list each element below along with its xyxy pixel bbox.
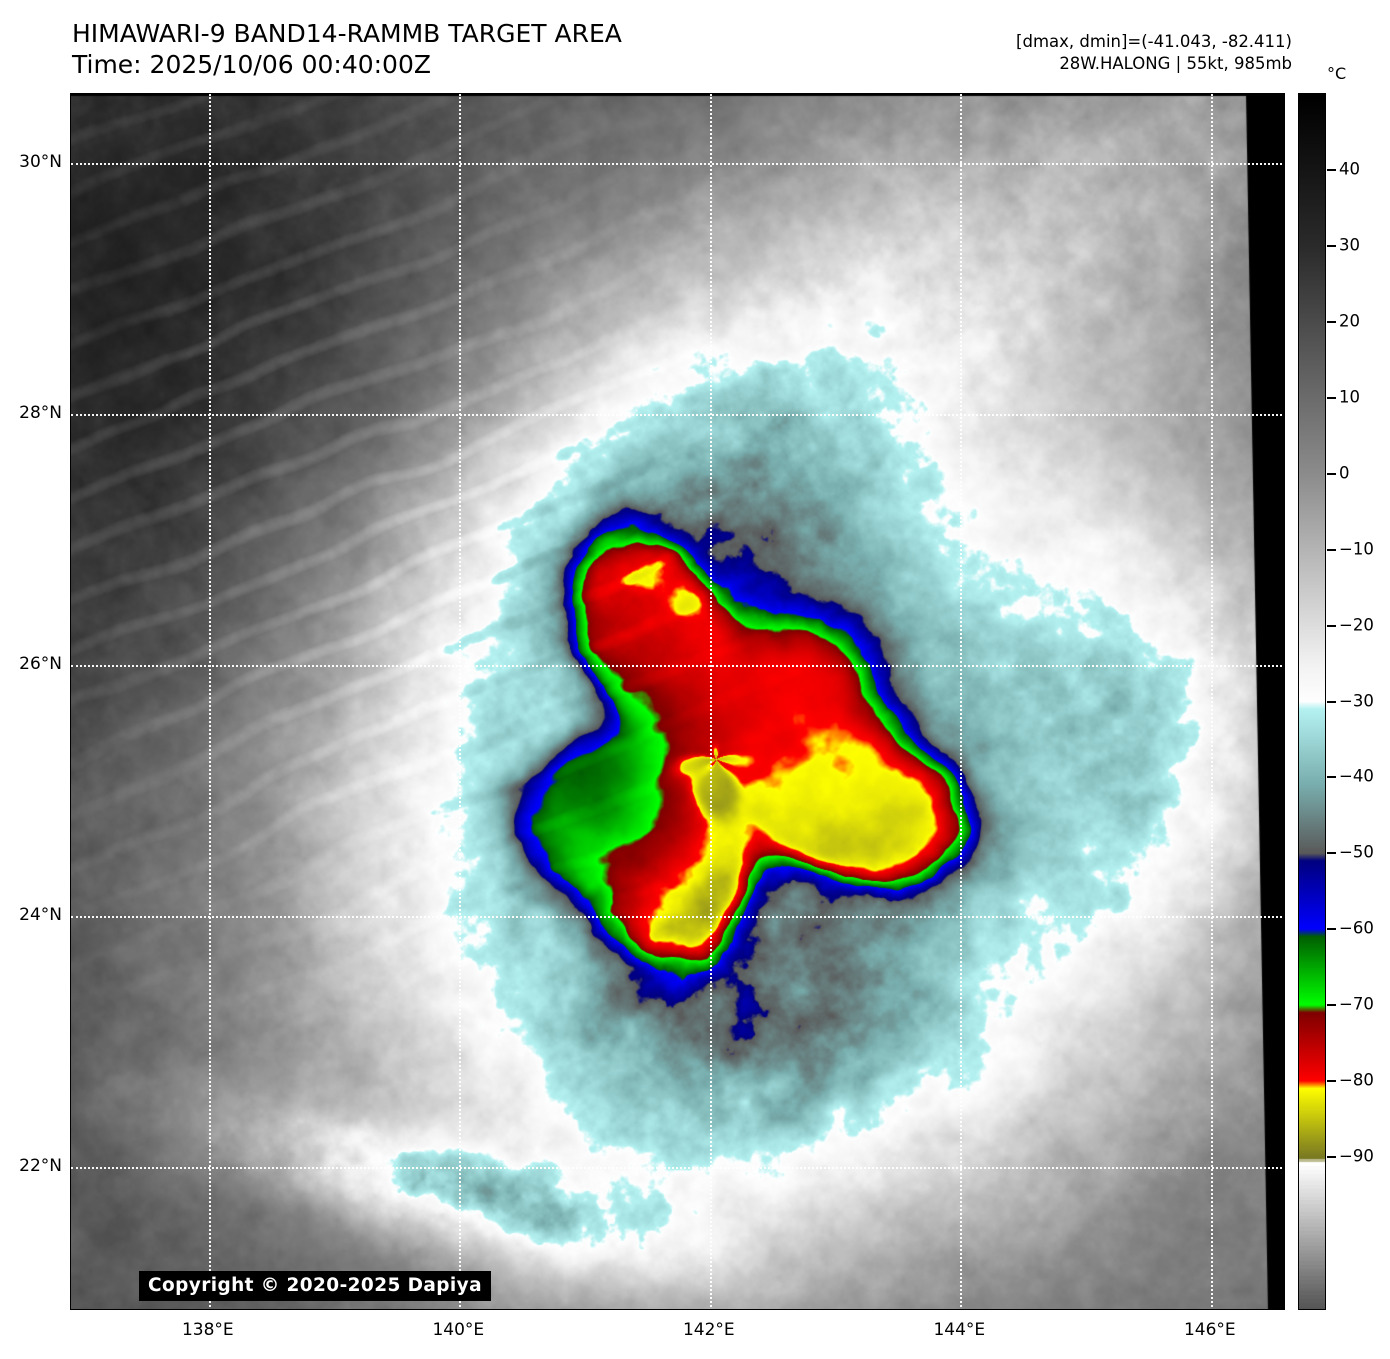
colorbar-tick-label: −20: [1339, 615, 1374, 635]
colorbar-tick: [1327, 700, 1336, 703]
colorbar-unit-label: °C: [1327, 64, 1347, 83]
copyright-watermark: Copyright © 2020-2025 Dapiya: [139, 1271, 491, 1301]
colorbar-tick-label: −40: [1339, 766, 1374, 786]
longitude-tick-label: 142°E: [682, 1320, 735, 1340]
colorbar-tick: [1327, 320, 1336, 323]
colorbar-tick: [1327, 1080, 1336, 1083]
longitude-tick-label: 138°E: [181, 1320, 234, 1340]
storm-info-label: 28W.HALONG | 55kt, 985mb: [1059, 54, 1292, 73]
longitude-tick-label: 146°E: [1183, 1320, 1236, 1340]
satellite-imagery-canvas: [71, 94, 1284, 1309]
colorbar-tick: [1327, 396, 1336, 399]
colorbar-tick: [1327, 244, 1336, 247]
colorbar-tick-label: 0: [1339, 463, 1350, 483]
latitude-tick-label: 26°N: [19, 653, 62, 674]
colorbar-tick: [1327, 624, 1336, 627]
latitude-tick-label: 22°N: [19, 1155, 62, 1176]
satellite-image-plot[interactable]: Copyright © 2020-2025 Dapiya: [70, 93, 1285, 1310]
metadata-block: [dmax, dmin]=(-41.043, -82.411) 28W.HALO…: [1016, 31, 1292, 75]
colorbar-tick-label: −10: [1339, 539, 1374, 559]
temperature-colorbar[interactable]: [1298, 93, 1326, 1310]
colorbar-tick: [1327, 1156, 1336, 1159]
gridline-lon: [208, 94, 211, 1309]
colorbar-tick: [1327, 852, 1336, 855]
colorbar-tick-label: −80: [1339, 1070, 1374, 1090]
gridline-lat: [71, 163, 1284, 165]
colorbar-tick-label: −60: [1339, 918, 1374, 938]
colorbar-gradient: [1299, 94, 1325, 1309]
gridline-lat: [71, 915, 1284, 918]
colorbar-tick-label: −90: [1339, 1146, 1374, 1166]
latitude-tick-label: 24°N: [19, 904, 62, 925]
colorbar-tick-label: 30: [1339, 235, 1360, 255]
colorbar-tick-label: 40: [1339, 159, 1360, 179]
gridline-lat: [71, 413, 1284, 416]
longitude-tick-label: 144°E: [933, 1320, 986, 1340]
colorbar-tick: [1327, 168, 1336, 171]
gridline-lon: [709, 94, 712, 1309]
colorbar-tick-label: −70: [1339, 994, 1374, 1014]
latitude-tick-label: 30°N: [19, 152, 62, 172]
colorbar-tick-label: 20: [1339, 311, 1360, 331]
gridline-lat: [71, 664, 1284, 667]
page-title: HIMAWARI-9 BAND14-RAMMB TARGET AREA: [72, 19, 622, 48]
gridline-lon: [1210, 94, 1213, 1309]
colorbar-tick: [1327, 928, 1336, 931]
colorbar-tick: [1327, 548, 1336, 551]
title-block: HIMAWARI-9 BAND14-RAMMB TARGET AREA Time…: [72, 18, 622, 80]
gridline-lon: [459, 94, 462, 1309]
timestamp-label: Time: 2025/10/06 00:40:00Z: [72, 50, 431, 79]
colorbar-tick-label: −30: [1339, 691, 1374, 710]
colorbar-tick: [1327, 776, 1336, 779]
latitude-tick-label: 28°N: [19, 402, 62, 423]
colorbar-tick-label: 10: [1339, 387, 1360, 407]
colorbar-tick-label: −50: [1339, 842, 1374, 862]
gridline-lat: [71, 1166, 1284, 1169]
dmax-dmin-label: [dmax, dmin]=(-41.043, -82.411): [1016, 32, 1292, 51]
longitude-tick-label: 140°E: [432, 1320, 485, 1340]
colorbar-tick: [1327, 1004, 1336, 1007]
colorbar-tick: [1327, 472, 1336, 475]
gridline-lon: [960, 94, 963, 1309]
